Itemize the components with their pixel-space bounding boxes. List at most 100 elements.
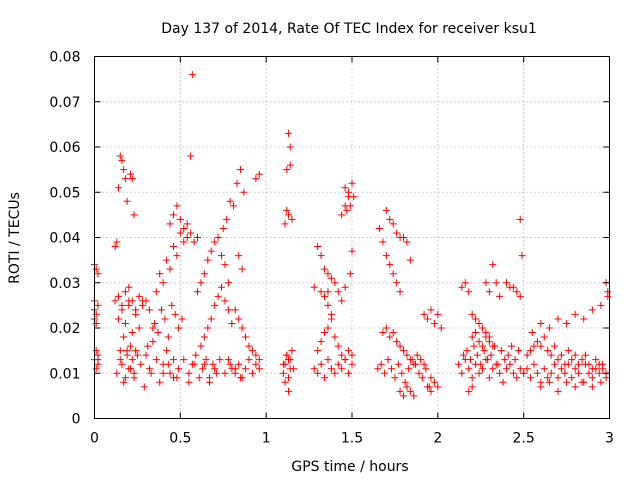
data-point [187,229,195,237]
data-point [489,365,497,373]
data-point [509,283,517,291]
data-point [321,265,329,273]
data-point [386,333,394,341]
data-point [314,347,322,355]
data-point [564,347,572,355]
data-point [163,347,171,355]
data-point [482,333,490,341]
data-point [437,324,445,332]
data-point [132,306,140,314]
data-point [496,369,504,377]
data-point [554,315,562,323]
data-point [128,297,136,305]
data-point [393,338,401,346]
data-point [413,351,421,359]
data-point [484,356,492,364]
data-point [592,356,600,364]
data-point [173,252,181,260]
data-point [200,270,208,278]
data-point [350,193,358,201]
data-point [454,360,462,368]
data-point [118,360,126,368]
data-point [151,319,159,327]
data-point [400,347,407,355]
data-point [178,315,186,323]
data-point [496,292,504,300]
data-point [480,347,488,355]
data-point [403,238,411,246]
data-point [94,301,102,309]
data-point [310,365,318,373]
data-point [183,220,191,228]
data-point [545,324,553,332]
data-point [465,365,473,373]
data-point [400,234,407,241]
data-point [406,387,414,395]
data-point [245,342,253,350]
y-tick-label: 0.08 [49,50,80,66]
data-point [578,356,586,364]
data-point [599,365,607,373]
data-point [470,342,478,350]
data-point [420,310,428,318]
data-point [346,270,354,278]
data-point [422,365,430,373]
data-point [420,360,428,368]
data-point [157,306,165,314]
data-point [176,215,184,223]
data-point [190,238,198,246]
data-point [348,247,356,255]
data-point [588,374,596,382]
data-point [545,378,553,386]
data-point [588,306,596,314]
data-point [406,356,414,364]
data-point [180,238,188,246]
data-point [248,369,256,377]
data-point [166,220,174,228]
data-point [128,356,136,364]
data-point [400,392,407,400]
data-point [334,342,342,350]
data-point [434,383,442,391]
data-point [159,279,167,287]
data-point [115,315,123,323]
data-point [245,356,253,364]
data-point [537,319,545,327]
data-point [221,261,229,269]
data-point [410,360,418,368]
data-point [212,369,220,377]
data-point [396,387,404,395]
data-point [387,365,395,373]
data-point [159,369,167,377]
data-point [489,342,497,350]
data-point [588,383,596,391]
data-point [238,324,246,332]
data-point [375,224,383,232]
data-point [477,360,485,368]
data-point [405,365,413,373]
x-axis-label: GPS time / hours [291,459,408,475]
y-tick-label: 0.03 [49,276,80,292]
data-point [475,369,483,377]
data-point [468,333,476,341]
data-point [571,383,579,391]
data-point [575,369,583,377]
data-point [427,374,435,382]
data-point [528,329,536,337]
data-point [132,347,140,355]
data-point [133,351,141,359]
data-point [223,215,231,223]
data-point [581,351,589,359]
data-point [487,351,495,359]
data-point [403,383,411,391]
data-point [188,360,196,368]
data-point [135,324,143,332]
data-point [197,342,205,350]
data-point [216,356,224,364]
data-point [183,234,191,241]
data-point [343,206,351,214]
data-point [508,342,516,350]
data-point [152,356,160,364]
data-point [485,374,493,382]
y-tick-label: 0.06 [49,140,80,156]
